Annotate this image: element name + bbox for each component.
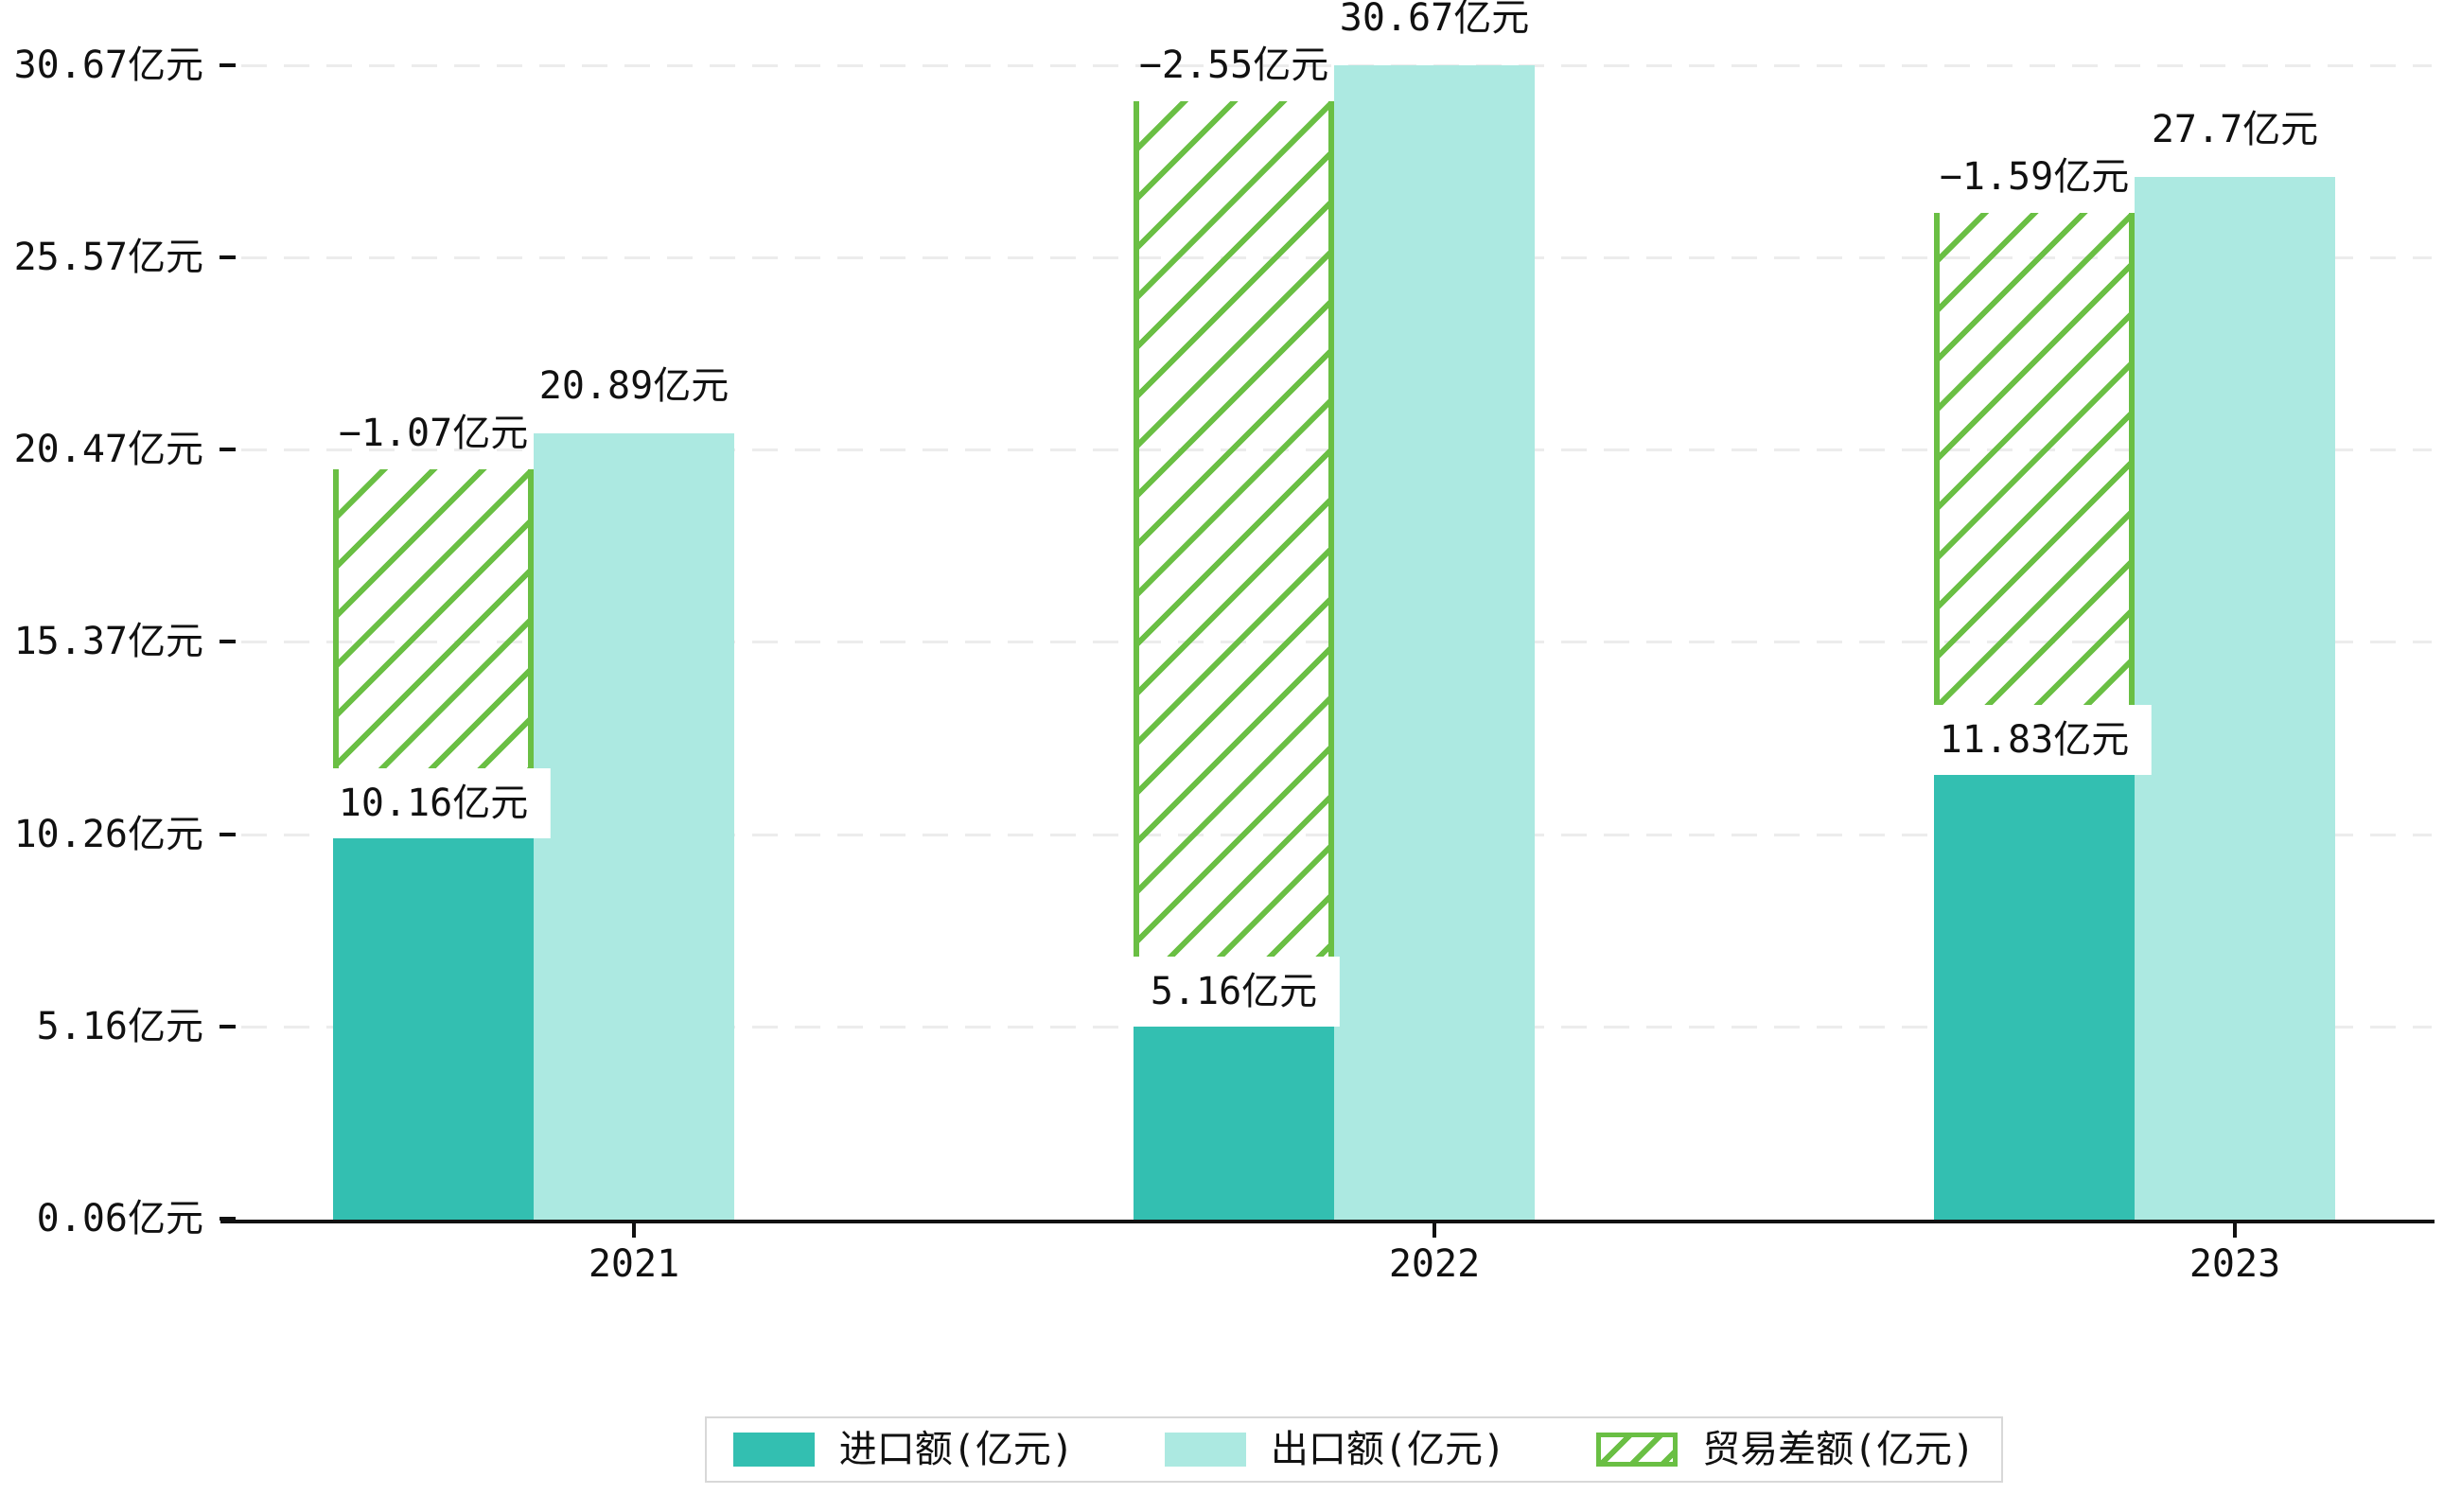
x-axis-label-2022: 2022: [1388, 1242, 1481, 1286]
bar-export-2023[interactable]: [2135, 177, 2335, 1220]
y-axis-tick: [220, 1217, 236, 1221]
legend: 进口额(亿元) 出口额(亿元) 贸易差额(亿元): [705, 1416, 2003, 1483]
y-axis-tick: [220, 1025, 236, 1029]
x-axis-tick: [1433, 1222, 1436, 1238]
bar-import-2023[interactable]: [1934, 775, 2135, 1220]
bar-trade-balance-2023[interactable]: [1934, 213, 2135, 775]
x-axis-label-2023: 2023: [2189, 1242, 2281, 1286]
legend-label-trade-balance: 贸易差额(亿元): [1702, 1428, 1976, 1471]
bar-export-2021[interactable]: [534, 433, 734, 1220]
legend-item-trade-balance[interactable]: 贸易差额(亿元): [1596, 1427, 1975, 1472]
legend-swatch-import-icon: [732, 1433, 815, 1467]
legend-swatch-export-icon: [1164, 1433, 1246, 1467]
x-axis-tick: [2233, 1222, 2237, 1238]
label-import-2023: 11.83亿元: [1916, 705, 2153, 775]
label-export-2022: 30.67亿元: [1339, 0, 1530, 40]
y-axis-tick-label: 0.06亿元: [36, 1197, 203, 1240]
label-import-2022: 5.16亿元: [1127, 957, 1341, 1027]
y-axis-tick-label: 20.47亿元: [13, 428, 203, 471]
x-axis-label-2021: 2021: [588, 1242, 680, 1286]
x-axis-tick: [632, 1222, 636, 1238]
legend-item-export[interactable]: 出口额(亿元): [1164, 1427, 1506, 1472]
y-axis-tick: [220, 640, 236, 643]
bar-trade-balance-2022[interactable]: [1134, 101, 1334, 1027]
y-axis-tick-label: 15.37亿元: [13, 620, 203, 663]
label-trade-balance-2022: −2.55亿元: [1138, 44, 1329, 87]
bar-import-2022[interactable]: [1134, 1027, 1334, 1220]
legend-label-import: 进口额(亿元): [838, 1428, 1074, 1471]
y-axis-tick: [220, 833, 236, 836]
legend-item-import[interactable]: 进口额(亿元): [732, 1427, 1074, 1472]
bar-import-2021[interactable]: [333, 838, 534, 1220]
y-axis-tick: [220, 255, 236, 259]
label-import-2021: 10.16亿元: [315, 768, 552, 838]
label-export-2023: 27.7亿元: [2151, 108, 2319, 151]
label-trade-balance-2023: −1.59亿元: [1939, 155, 2130, 199]
y-axis-tick-label: 25.57亿元: [13, 236, 203, 279]
y-axis-tick: [220, 448, 236, 451]
x-axis-line: [220, 1220, 2435, 1223]
bar-export-2022[interactable]: [1334, 65, 1535, 1220]
y-axis-tick-label: 30.67亿元: [13, 44, 203, 87]
y-axis-tick: [220, 63, 236, 67]
legend-swatch-trade-balance-icon: [1596, 1433, 1679, 1467]
label-trade-balance-2021: −1.07亿元: [338, 412, 529, 455]
label-export-2021: 20.89亿元: [538, 364, 730, 408]
legend-label-export: 出口额(亿元): [1270, 1428, 1506, 1471]
y-axis-tick-label: 10.26亿元: [13, 813, 203, 856]
y-axis-tick-label: 5.16亿元: [36, 1005, 203, 1048]
